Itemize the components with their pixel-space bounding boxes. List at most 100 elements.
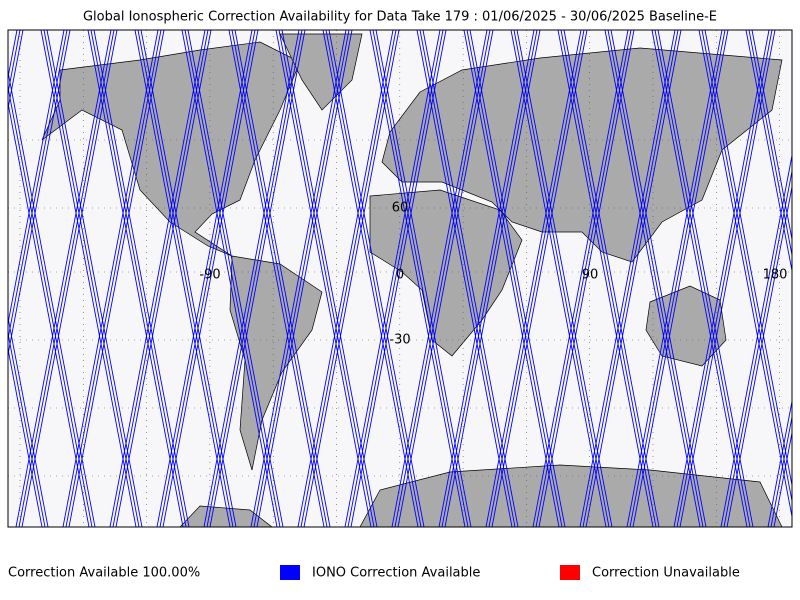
track xyxy=(626,30,723,527)
track xyxy=(629,30,726,527)
track xyxy=(325,30,422,527)
track xyxy=(416,30,513,527)
longitude-label: 180 xyxy=(763,268,788,283)
satellite-tracks xyxy=(8,30,792,527)
map-content xyxy=(8,30,792,527)
track xyxy=(228,30,325,527)
track xyxy=(43,30,140,527)
track xyxy=(181,30,278,527)
track xyxy=(203,30,300,527)
track xyxy=(535,30,632,527)
track xyxy=(90,30,187,527)
longitude-label: -90 xyxy=(199,268,220,283)
graticule xyxy=(8,30,792,527)
track xyxy=(720,153,792,527)
track xyxy=(651,30,748,527)
track xyxy=(510,30,607,527)
map-title: Global Ionospheric Correction Availabili… xyxy=(83,10,717,25)
legend: IONO Correction Available Correction Unav… xyxy=(280,565,740,581)
legend-swatch xyxy=(560,565,580,580)
africa xyxy=(369,189,523,357)
track xyxy=(607,30,704,527)
track xyxy=(8,30,65,326)
track xyxy=(62,30,159,527)
track xyxy=(256,30,353,527)
track xyxy=(21,30,118,527)
track xyxy=(673,30,770,527)
longitude-label: 90 xyxy=(582,268,599,283)
track xyxy=(751,30,792,242)
track xyxy=(579,30,676,527)
track xyxy=(350,30,447,527)
track xyxy=(491,30,588,527)
track xyxy=(444,30,541,527)
track xyxy=(485,30,582,527)
track xyxy=(723,168,792,527)
track xyxy=(303,30,400,527)
track xyxy=(538,30,635,527)
track xyxy=(701,30,792,504)
track xyxy=(206,30,303,527)
track xyxy=(463,30,560,527)
track xyxy=(347,30,444,527)
latitude-label: -30 xyxy=(389,333,410,348)
track xyxy=(162,30,259,527)
track xyxy=(767,399,792,527)
latitude-label: 60 xyxy=(392,201,409,216)
track xyxy=(748,30,792,258)
track xyxy=(18,30,115,527)
track xyxy=(275,30,372,527)
track xyxy=(137,30,234,527)
track xyxy=(441,30,538,527)
track xyxy=(15,30,112,527)
track xyxy=(8,346,43,527)
track xyxy=(394,30,491,527)
track xyxy=(8,30,68,342)
track xyxy=(250,30,347,527)
track xyxy=(770,414,792,527)
track xyxy=(726,184,792,527)
track xyxy=(184,30,281,527)
track xyxy=(488,30,585,527)
track xyxy=(582,30,679,527)
track xyxy=(231,30,328,527)
track xyxy=(8,30,71,357)
track xyxy=(8,331,46,527)
track xyxy=(773,430,792,527)
track xyxy=(156,30,253,527)
coordinate-labels: -90 0 90 180 60 -30 xyxy=(199,201,787,348)
track xyxy=(278,30,375,527)
track xyxy=(8,100,90,527)
track xyxy=(109,30,206,527)
track xyxy=(557,30,654,527)
track xyxy=(438,30,535,527)
track xyxy=(134,30,231,527)
track xyxy=(676,30,773,527)
track xyxy=(745,30,792,274)
antarctica xyxy=(179,464,783,527)
track xyxy=(372,30,469,527)
track xyxy=(560,30,657,527)
track xyxy=(159,30,256,527)
track xyxy=(68,30,165,527)
track xyxy=(112,30,209,527)
track xyxy=(466,30,563,527)
track xyxy=(300,30,397,527)
track xyxy=(253,30,350,527)
legend-label: IONO Correction Available xyxy=(312,566,480,581)
track xyxy=(8,85,93,527)
track xyxy=(297,30,394,527)
track xyxy=(115,30,212,527)
availability-text: Correction Available 100.00% xyxy=(8,566,200,581)
longitude-label: 0 xyxy=(396,268,404,283)
track xyxy=(532,30,629,527)
track xyxy=(585,30,682,527)
track xyxy=(513,30,610,527)
track xyxy=(419,30,516,527)
track xyxy=(632,30,729,527)
track xyxy=(87,30,184,527)
track xyxy=(65,30,162,527)
track xyxy=(397,30,494,527)
